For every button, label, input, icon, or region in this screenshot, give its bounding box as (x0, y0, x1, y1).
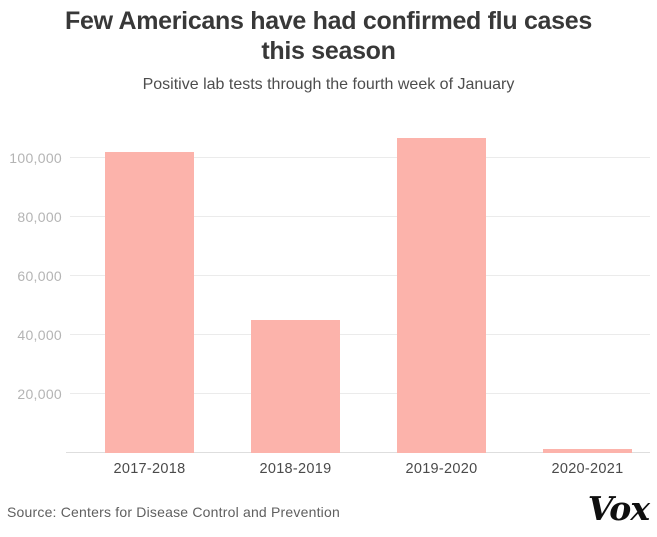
chart-subtitle: Positive lab tests through the fourth we… (142, 76, 515, 93)
x-tick-label: 2018-2019 (259, 461, 332, 477)
x-tick-label: 2017-2018 (113, 461, 186, 477)
y-tick-label: 60,000 (17, 268, 62, 285)
y-tick-label: 20,000 (17, 386, 62, 403)
gridline (70, 216, 650, 218)
bar-chart-plot-area: 20,000 40,000 60,000 80,000 100,000 2017-2018… (9, 120, 650, 477)
gridline (70, 275, 650, 277)
x-tick-label: 2019-2020 (405, 461, 478, 477)
gridline (70, 157, 650, 159)
bar-2019-2020 (397, 137, 486, 453)
bar-2020-2021 (543, 448, 632, 453)
y-tick-label: 100,000 (9, 150, 62, 167)
chart-title-line2: this season (261, 37, 396, 65)
bar-2017-2018 (105, 152, 194, 453)
gridline (70, 393, 650, 395)
y-tick-label: 80,000 (17, 209, 62, 226)
chart-title-line1: Few Americans have had confirmed flu cas… (65, 7, 592, 35)
y-tick-label: 40,000 (17, 327, 62, 344)
gridline (70, 334, 650, 336)
chart-title: Few Americans have had confirmed flu cas… (0, 6, 657, 66)
vox-logo: Vox (587, 489, 650, 528)
source-credit: Source: Centers for Disease Control and … (7, 504, 340, 520)
x-axis-baseline (66, 452, 650, 453)
x-tick-label: 2020-2021 (551, 461, 624, 477)
bar-2018-2019 (251, 320, 340, 453)
